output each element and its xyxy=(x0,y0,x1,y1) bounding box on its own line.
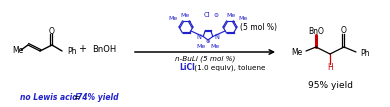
Text: ⊕: ⊕ xyxy=(206,39,210,44)
Text: Me: Me xyxy=(12,45,23,54)
Text: BnOH: BnOH xyxy=(92,45,116,54)
Text: Me: Me xyxy=(210,44,220,49)
Text: Me: Me xyxy=(197,44,206,49)
Text: Ph: Ph xyxy=(360,48,369,57)
Text: Me: Me xyxy=(291,48,302,56)
Text: Cl: Cl xyxy=(203,12,210,18)
Text: (1.0 equiv), toluene: (1.0 equiv), toluene xyxy=(192,65,266,71)
Text: N: N xyxy=(197,34,202,40)
Text: =: = xyxy=(72,92,83,102)
Text: H: H xyxy=(327,63,333,73)
Text: BnO: BnO xyxy=(308,27,324,36)
Text: 74% yield: 74% yield xyxy=(77,92,119,102)
Text: Me: Me xyxy=(180,13,190,18)
Text: Me: Me xyxy=(226,13,236,18)
Text: O: O xyxy=(341,25,347,34)
Text: Me: Me xyxy=(238,16,247,21)
Text: (5 mol %): (5 mol %) xyxy=(240,22,277,31)
Text: no Lewis acid: no Lewis acid xyxy=(20,92,78,102)
Text: LiCl: LiCl xyxy=(179,63,195,73)
Text: +: + xyxy=(78,44,86,54)
Text: 95% yield: 95% yield xyxy=(307,80,353,89)
Text: N: N xyxy=(214,34,219,40)
Text: n-BuLi (5 mol %): n-BuLi (5 mol %) xyxy=(175,56,235,62)
Text: Ph: Ph xyxy=(67,47,76,56)
Text: O: O xyxy=(49,27,55,36)
Text: Me: Me xyxy=(169,16,178,21)
Text: ⊖: ⊖ xyxy=(213,13,218,18)
